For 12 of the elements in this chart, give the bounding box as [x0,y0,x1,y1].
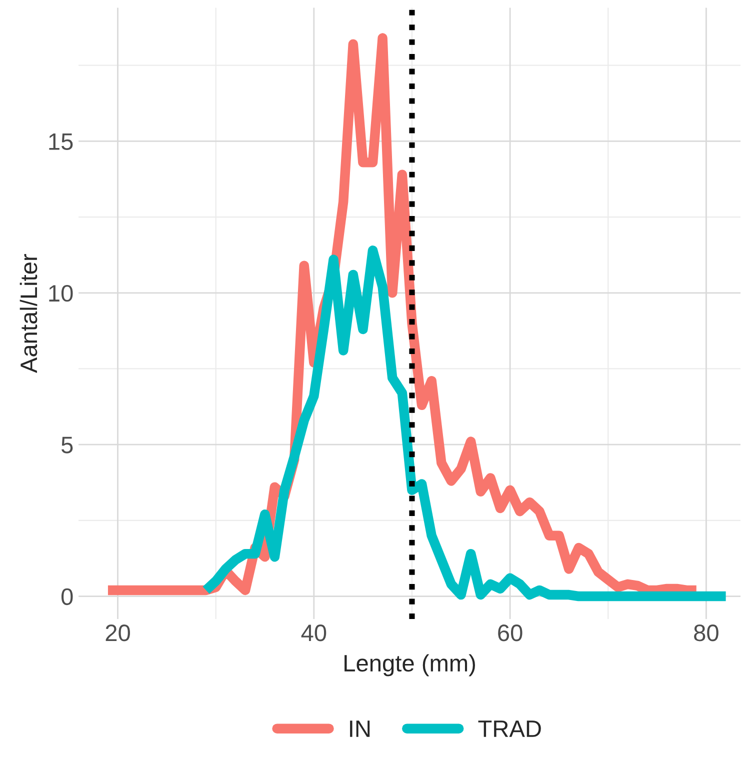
y-tick-label: 5 [61,436,73,454]
legend-label: TRAD [478,720,541,737]
x-tick-label: 40 [301,624,326,642]
x-axis-title: Lengte (mm) [344,654,475,676]
y-tick-label: 15 [49,134,73,150]
y-tick-label: 0 [61,588,73,606]
y-tick-label: 10 [49,284,73,302]
x-tick-label: 80 [694,624,718,642]
y-axis-title: Aantal/Liter [20,254,38,374]
legend-label: IN [350,720,370,737]
x-tick-label: 60 [498,624,522,642]
x-tick-label: 20 [106,624,130,642]
